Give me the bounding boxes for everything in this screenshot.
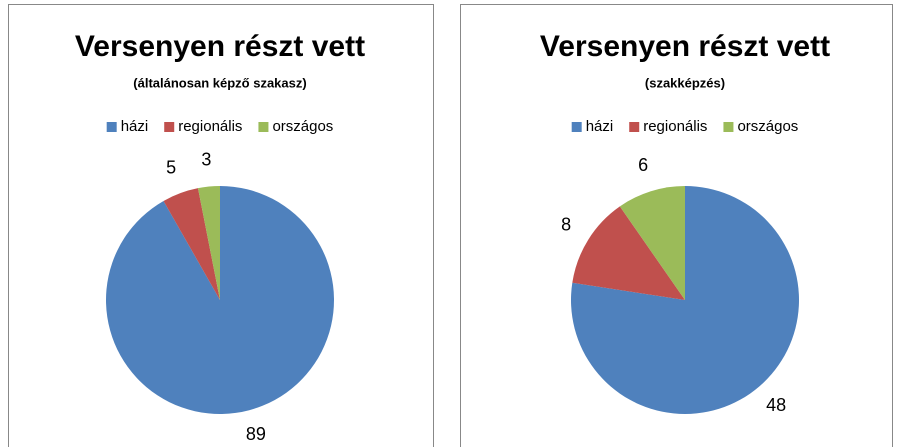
chart-title: Versenyen részt vett (540, 30, 830, 63)
data-label: 48 (766, 395, 786, 415)
chart-subtitle: (általánosan képző szakasz) (133, 75, 306, 90)
pie-slice (572, 206, 685, 300)
legend-swatch (164, 122, 175, 132)
chart-title: Versenyen részt vett (75, 30, 365, 63)
pie-slice (197, 186, 220, 300)
data-label: 5 (166, 158, 176, 178)
data-label: 8 (561, 215, 571, 235)
data-label: 3 (201, 149, 211, 169)
data-label: 6 (638, 155, 648, 175)
legend-label: házi (121, 118, 149, 135)
data-label: 89 (246, 424, 266, 444)
legend-label: házi (586, 118, 614, 135)
pie-slice (163, 188, 220, 300)
pie-slice (619, 186, 685, 300)
legend-swatch (571, 122, 582, 132)
legend-swatch (723, 122, 734, 132)
legend-label: országos (272, 118, 333, 135)
legend-swatch (106, 122, 117, 132)
legend-swatch (258, 122, 269, 132)
legend-label: országos (737, 118, 798, 135)
legend-label: regionális (643, 118, 707, 135)
legend-label: regionális (178, 118, 242, 135)
legend-swatch (629, 122, 640, 132)
chart-subtitle: (szakképzés) (645, 75, 725, 90)
